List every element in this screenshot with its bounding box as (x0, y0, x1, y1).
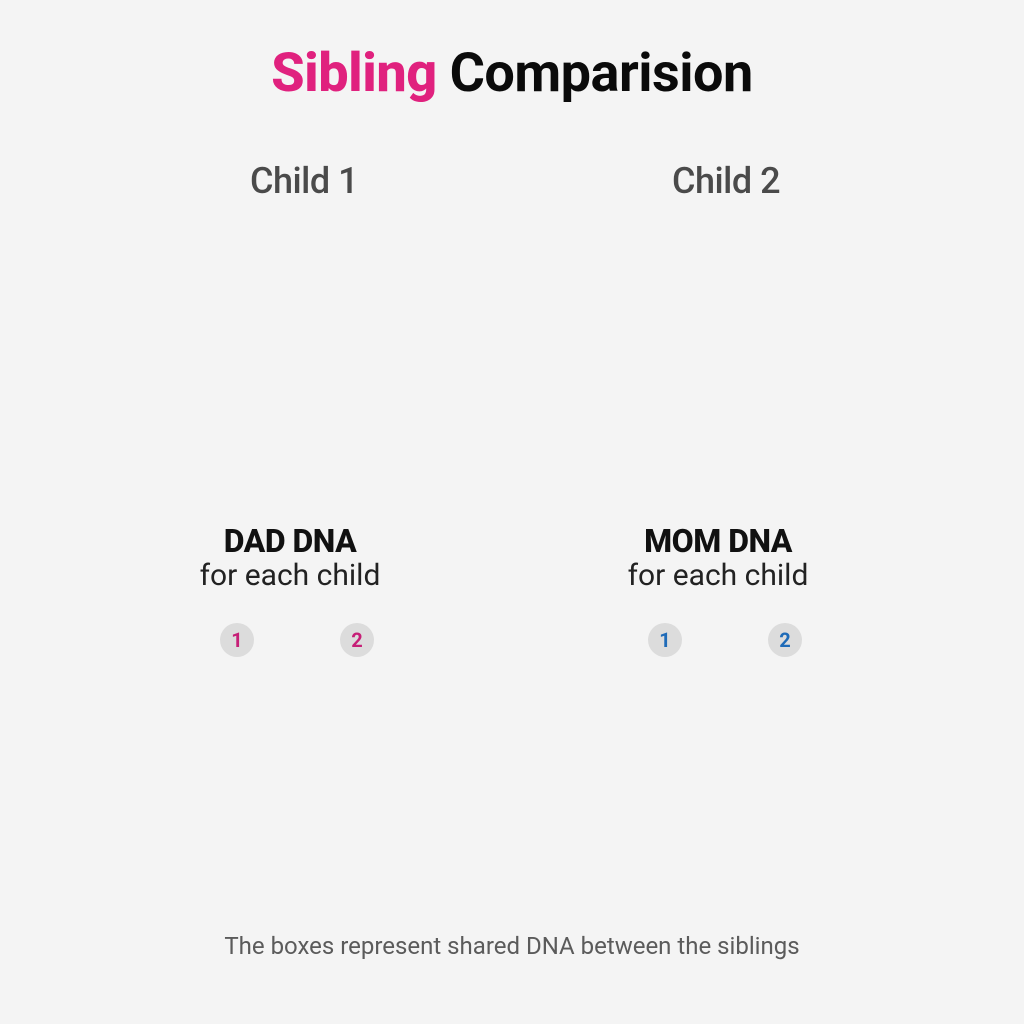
mom-num-1: 1 (648, 623, 682, 657)
dad-sub: for each child (150, 558, 430, 593)
footer-caption: The boxes represent shared DNA between t… (0, 932, 1024, 960)
mom-sub: for each child (578, 558, 858, 593)
mom-num-2: 2 (768, 623, 802, 657)
dad-num-2: 2 (340, 623, 374, 657)
mom-title: MOM DNA (578, 522, 858, 560)
children-chromosomes (0, 0, 1024, 450)
mom-block: MOM DNA for each child (578, 522, 858, 593)
dad-block: DAD DNA for each child (150, 522, 430, 593)
dad-title: DAD DNA (150, 522, 430, 560)
dad-num-1: 1 (220, 623, 254, 657)
